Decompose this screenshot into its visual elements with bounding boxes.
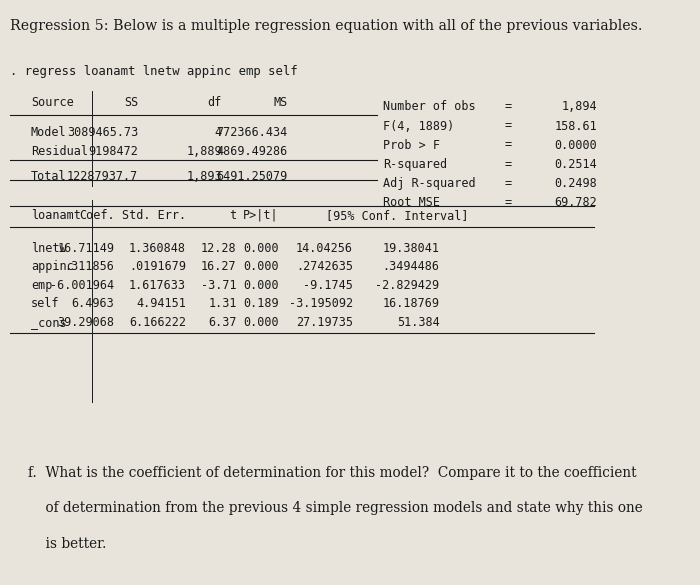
Text: =: =	[505, 139, 512, 152]
Text: -2.829429: -2.829429	[375, 278, 440, 292]
Text: 0.0000: 0.0000	[554, 139, 597, 152]
Text: 6491.25079: 6491.25079	[216, 170, 288, 183]
Text: .311856: .311856	[64, 260, 115, 273]
Text: is better.: is better.	[28, 537, 106, 551]
Text: Coef.: Coef.	[79, 209, 115, 222]
Text: 1,894: 1,894	[562, 101, 597, 113]
Text: F(4, 1889): F(4, 1889)	[383, 119, 454, 132]
Text: 4.94151: 4.94151	[136, 297, 186, 310]
Text: emp: emp	[31, 278, 52, 292]
Text: lnetw: lnetw	[31, 242, 66, 254]
Text: 0.000: 0.000	[243, 315, 279, 329]
Text: =: =	[505, 101, 512, 113]
Text: Root MSE: Root MSE	[383, 195, 440, 209]
Text: =: =	[505, 119, 512, 132]
Text: Prob > F: Prob > F	[383, 139, 440, 152]
Text: . regress loanamt lnetw appinc emp self: . regress loanamt lnetw appinc emp self	[10, 65, 298, 78]
Text: Regression 5: Below is a multiple regression equation with all of the previous v: Regression 5: Below is a multiple regres…	[10, 19, 643, 33]
Text: 158.61: 158.61	[554, 119, 597, 132]
Text: 19.38041: 19.38041	[382, 242, 440, 254]
Text: .3494486: .3494486	[382, 260, 440, 273]
Text: _cons: _cons	[31, 315, 66, 329]
Text: self: self	[31, 297, 60, 310]
Text: 6.37: 6.37	[208, 315, 237, 329]
Text: 39.29068: 39.29068	[57, 315, 115, 329]
Text: 51.384: 51.384	[397, 315, 440, 329]
Text: 0.2514: 0.2514	[554, 157, 597, 171]
Text: =: =	[505, 157, 512, 171]
Text: 1.360848: 1.360848	[129, 242, 186, 254]
Text: Std. Err.: Std. Err.	[122, 209, 186, 222]
Text: 16.18769: 16.18769	[382, 297, 440, 310]
Text: 1,889: 1,889	[186, 145, 222, 158]
Text: 4: 4	[215, 126, 222, 139]
Text: =: =	[505, 195, 512, 209]
Text: SS: SS	[124, 97, 139, 109]
Text: 0.189: 0.189	[243, 297, 279, 310]
Text: 4869.49286: 4869.49286	[216, 145, 288, 158]
Text: appinc: appinc	[31, 260, 74, 273]
Text: MS: MS	[273, 97, 288, 109]
Text: 69.782: 69.782	[554, 195, 597, 209]
Text: 9198472: 9198472	[88, 145, 139, 158]
Text: .2742635: .2742635	[296, 260, 353, 273]
Text: Source: Source	[31, 97, 74, 109]
Text: 14.04256: 14.04256	[296, 242, 353, 254]
Text: 16.71149: 16.71149	[57, 242, 115, 254]
Text: 3089465.73: 3089465.73	[67, 126, 139, 139]
Text: 12.28: 12.28	[201, 242, 237, 254]
Text: 12287937.7: 12287937.7	[67, 170, 139, 183]
Text: Number of obs: Number of obs	[383, 101, 475, 113]
Text: Total: Total	[31, 170, 66, 183]
Text: 1,893: 1,893	[186, 170, 222, 183]
Text: Residual: Residual	[31, 145, 88, 158]
Text: -6.001964: -6.001964	[50, 278, 115, 292]
Text: -3.71: -3.71	[201, 278, 237, 292]
Text: 27.19735: 27.19735	[296, 315, 353, 329]
Text: 772366.434: 772366.434	[216, 126, 288, 139]
Text: R-squared: R-squared	[383, 157, 447, 171]
Text: 6.166222: 6.166222	[129, 315, 186, 329]
Text: f.  What is the coefficient of determination for this model?  Compare it to the : f. What is the coefficient of determinat…	[28, 466, 636, 480]
Text: [95% Conf. Interval]: [95% Conf. Interval]	[326, 209, 469, 222]
Text: -3.195092: -3.195092	[289, 297, 353, 310]
Text: loanamt: loanamt	[31, 209, 81, 222]
Text: Model: Model	[31, 126, 66, 139]
Text: P>|t|: P>|t|	[243, 209, 279, 222]
Text: Adj R-squared: Adj R-squared	[383, 177, 475, 190]
Text: 0.000: 0.000	[243, 278, 279, 292]
Text: 0.2498: 0.2498	[554, 177, 597, 190]
Text: 16.27: 16.27	[201, 260, 237, 273]
Text: df: df	[207, 97, 222, 109]
Text: =: =	[505, 177, 512, 190]
Text: 0.000: 0.000	[243, 260, 279, 273]
Text: -9.1745: -9.1745	[303, 278, 353, 292]
Text: t: t	[230, 209, 237, 222]
Text: 1.617633: 1.617633	[129, 278, 186, 292]
Text: 0.000: 0.000	[243, 242, 279, 254]
Text: .0191679: .0191679	[129, 260, 186, 273]
Text: of determination from the previous 4 simple regression models and state why this: of determination from the previous 4 sim…	[28, 501, 643, 515]
Text: 6.4963: 6.4963	[71, 297, 115, 310]
Text: 1.31: 1.31	[208, 297, 237, 310]
